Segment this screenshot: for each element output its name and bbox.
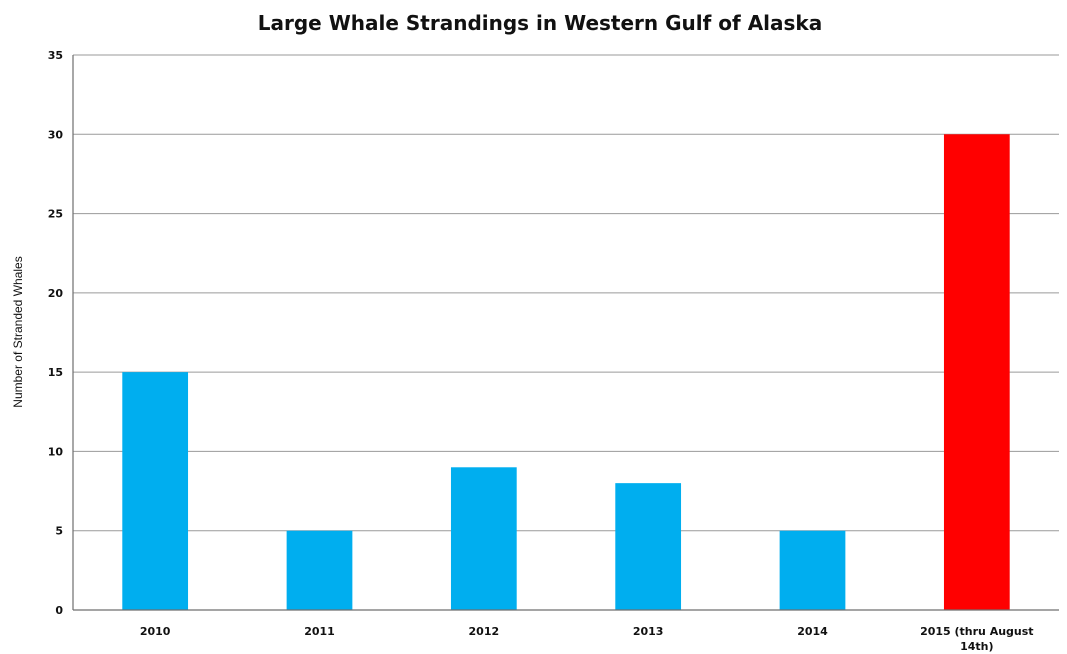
y-tick-label: 25 — [48, 208, 63, 221]
x-tick-label: 2011 — [304, 625, 335, 638]
y-tick-labels: 0 5 10 15 20 25 30 35 — [48, 49, 64, 617]
x-tick-label-line: 2014 — [797, 625, 828, 638]
y-tick-label: 15 — [48, 366, 63, 379]
x-tick-label-line: 2010 — [140, 625, 171, 638]
bar-2012 — [450, 467, 517, 610]
x-tick-label-line: 2013 — [633, 625, 664, 638]
x-tick-label: 2013 — [633, 625, 664, 638]
x-tick-label: 2014 — [797, 625, 828, 638]
gridlines — [73, 54, 1059, 532]
bar-2015 — [943, 134, 1010, 611]
x-tick-labels: 2010 2011 2012 2013 2014 2015 (thru August 14t… — [140, 625, 1034, 653]
bar-2011 — [286, 530, 353, 610]
y-tick-label: 0 — [55, 604, 63, 617]
axes — [72, 55, 1059, 611]
x-tick-label: 2015 (thru August 14th) — [920, 625, 1034, 653]
y-tick-label: 30 — [48, 128, 64, 141]
bars — [122, 134, 1010, 611]
x-tick-label: 2012 — [469, 625, 500, 638]
y-tick-label: 5 — [55, 525, 63, 538]
y-tick-label: 10 — [48, 445, 64, 458]
y-axis-label: Number of Stranded Whales — [11, 256, 25, 407]
x-tick-label-line: 2011 — [304, 625, 335, 638]
x-tick-label: 2010 — [140, 625, 171, 638]
x-tick-label-line: 14th) — [960, 640, 993, 653]
x-tick-label-line: 2015 (thru August — [920, 625, 1034, 638]
chart-title: Large Whale Strandings in Western Gulf o… — [258, 11, 822, 35]
bar-2013 — [615, 483, 682, 610]
bar-2010 — [122, 372, 189, 610]
x-tick-label-line: 2012 — [469, 625, 500, 638]
y-tick-label: 35 — [48, 49, 63, 62]
bar-2014 — [779, 530, 846, 610]
y-tick-label: 20 — [48, 287, 64, 300]
